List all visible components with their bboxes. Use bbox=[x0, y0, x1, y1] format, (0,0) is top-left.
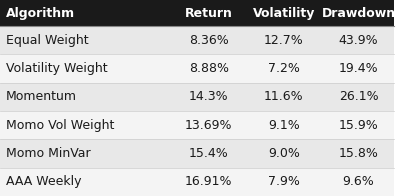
Text: 9.6%: 9.6% bbox=[343, 175, 374, 188]
Text: Volatility: Volatility bbox=[253, 7, 315, 20]
Text: Equal Weight: Equal Weight bbox=[6, 34, 89, 47]
Text: Momo MinVar: Momo MinVar bbox=[6, 147, 91, 160]
Text: 15.8%: 15.8% bbox=[339, 147, 378, 160]
Text: 8.36%: 8.36% bbox=[189, 34, 229, 47]
Bar bbox=[0, 54, 394, 83]
Text: 15.9%: 15.9% bbox=[339, 119, 378, 132]
Bar bbox=[0, 139, 394, 168]
Text: 19.4%: 19.4% bbox=[339, 62, 378, 75]
Text: Volatility Weight: Volatility Weight bbox=[6, 62, 108, 75]
Text: 9.0%: 9.0% bbox=[268, 147, 300, 160]
Text: 7.9%: 7.9% bbox=[268, 175, 300, 188]
Text: Momo Vol Weight: Momo Vol Weight bbox=[6, 119, 114, 132]
Text: 26.1%: 26.1% bbox=[339, 90, 378, 103]
Bar bbox=[0, 168, 394, 196]
Text: 8.88%: 8.88% bbox=[189, 62, 229, 75]
Text: 14.3%: 14.3% bbox=[189, 90, 229, 103]
Text: 7.2%: 7.2% bbox=[268, 62, 300, 75]
Text: 12.7%: 12.7% bbox=[264, 34, 303, 47]
Text: Momentum: Momentum bbox=[6, 90, 77, 103]
Bar bbox=[0, 26, 394, 54]
Text: 15.4%: 15.4% bbox=[189, 147, 229, 160]
Bar bbox=[0, 83, 394, 111]
Text: 16.91%: 16.91% bbox=[185, 175, 233, 188]
Bar bbox=[0, 0, 394, 26]
Text: Return: Return bbox=[185, 7, 233, 20]
Text: 9.1%: 9.1% bbox=[268, 119, 299, 132]
Text: 11.6%: 11.6% bbox=[264, 90, 303, 103]
Text: AAA Weekly: AAA Weekly bbox=[6, 175, 81, 188]
Bar bbox=[0, 111, 394, 139]
Text: Algorithm: Algorithm bbox=[6, 7, 75, 20]
Text: Drawdown: Drawdown bbox=[322, 7, 396, 20]
Text: 13.69%: 13.69% bbox=[185, 119, 233, 132]
Text: 43.9%: 43.9% bbox=[339, 34, 378, 47]
